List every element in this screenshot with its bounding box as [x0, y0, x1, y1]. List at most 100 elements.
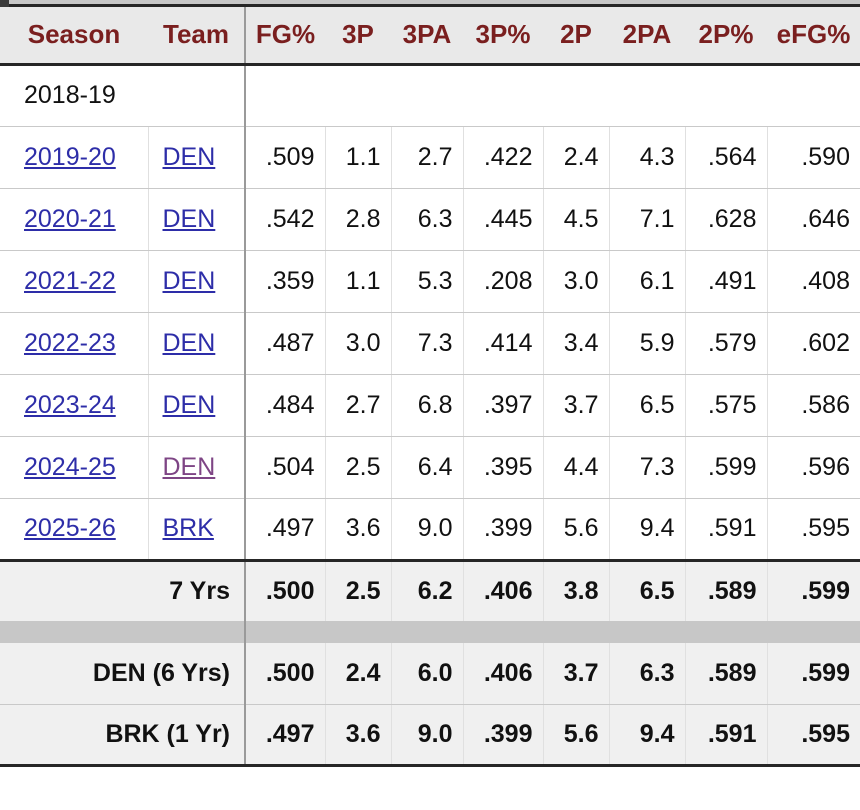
season-cell: 2021-22	[0, 250, 149, 313]
previous-row-edge	[0, 0, 9, 7]
stat-cell: .399	[463, 498, 544, 561]
separator-band-left	[0, 621, 246, 643]
season-row: 2023-24 DEN .484 2.7 6.8.397 3.7 6.5.575.586	[0, 374, 860, 437]
team-cell: DEN	[148, 188, 246, 251]
season-cell: 2024-25	[0, 436, 149, 499]
stat-cell: 9.4	[609, 704, 686, 767]
stat-cell: .575	[685, 374, 768, 437]
stat-cell: .208	[463, 250, 544, 313]
team-cell: DEN	[148, 436, 246, 499]
stat-cell: 3.6	[325, 704, 392, 767]
season-link[interactable]: 2019-20	[24, 142, 116, 171]
stat-cell: 3.7	[543, 374, 610, 437]
stat-cell: 7.1	[609, 188, 686, 251]
stat-cell: .590	[767, 126, 860, 189]
header-row: Season Team FG% 3P 3PA 3P% 2P 2PA 2P% eF…	[0, 7, 860, 66]
stat-cell: .406	[463, 643, 544, 705]
stat-cell: .487	[245, 312, 326, 375]
stat-cell: 3.7	[543, 643, 610, 705]
season-row: 2022-23 DEN .487 3.0 7.3.414 3.4 5.9.579.602	[0, 312, 860, 375]
stat-cell: .595	[767, 498, 860, 561]
stat-cell: .589	[685, 558, 768, 621]
stat-cell: .422	[463, 126, 544, 189]
stat-cell: 3.0	[543, 250, 610, 313]
stat-cell: .646	[767, 188, 860, 251]
season-link[interactable]: 2020-21	[24, 204, 116, 233]
col-header-3pa[interactable]: 3PA	[391, 7, 463, 66]
col-header-efg-pct[interactable]: eFG%	[767, 7, 860, 66]
stat-cell: 1.1	[325, 250, 392, 313]
season-link[interactable]: 2023-24	[24, 390, 116, 419]
season-row: 2021-22 DEN .359 1.1 5.3.208 3.0 6.1.491.408	[0, 250, 860, 313]
previous-row-partial	[0, 0, 860, 7]
stat-cell: .579	[685, 312, 768, 375]
stat-cell: 3.6	[325, 498, 392, 561]
team-cell: DEN	[148, 312, 246, 375]
col-header-2p[interactable]: 2P	[543, 7, 609, 66]
season-link[interactable]: 2024-25	[24, 452, 116, 481]
stat-cell: .586	[767, 374, 860, 437]
season-row: 2025-26 BRK .497 3.6 9.0.399 5.6 9.4.591.595	[0, 498, 860, 561]
team-summary-row: DEN (6 Yrs) .500 2.4 6.0.406 3.7 6.3.589.599	[0, 643, 860, 705]
shooting-stats-table: Season Team FG% 3P 3PA 3P% 2P 2PA 2P% eF…	[0, 7, 860, 767]
career-total-row: 7 Yrs .500 2.5 6.2.406 3.8 6.5.589.599	[0, 558, 860, 621]
team-cell: DEN	[148, 250, 246, 313]
stat-cell: .599	[685, 436, 768, 499]
team-link[interactable]: DEN	[162, 142, 216, 171]
season-link[interactable]: 2022-23	[24, 328, 116, 357]
stat-cell: .397	[463, 374, 544, 437]
stat-cell: .399	[463, 704, 544, 767]
team-link[interactable]: DEN	[162, 452, 216, 481]
season-cell: 2020-21	[0, 188, 149, 251]
team-summary-row: BRK (1 Yr) .497 3.6 9.0.399 5.6 9.4.591.595	[0, 704, 860, 767]
col-header-2pa[interactable]: 2PA	[609, 7, 685, 66]
stat-cell: .599	[767, 643, 860, 705]
stat-cell: 6.3	[609, 643, 686, 705]
stat-cell: 4.5	[543, 188, 610, 251]
season-row: 2019-20 DEN .509 1.1 2.7.422 2.4 4.3.564.590	[0, 126, 860, 189]
stat-cell: 6.0	[391, 643, 464, 705]
stat-cell: 9.0	[391, 498, 464, 561]
stat-cell: .542	[245, 188, 326, 251]
stat-cell: .599	[767, 558, 860, 621]
col-header-2p-pct[interactable]: 2P%	[685, 7, 767, 66]
stat-cell: 2.4	[543, 126, 610, 189]
team-link[interactable]: DEN	[162, 204, 216, 233]
season-row: 2020-21 DEN .542 2.8 6.3.445 4.5 7.1.628.646	[0, 188, 860, 251]
team-link[interactable]: BRK	[162, 514, 214, 542]
missed-season-empty	[245, 64, 860, 127]
stat-cell: 6.5	[609, 374, 686, 437]
col-header-3p[interactable]: 3P	[325, 7, 391, 66]
col-header-3p-pct[interactable]: 3P%	[463, 7, 543, 66]
stat-cell: .395	[463, 436, 544, 499]
stat-cell: .628	[685, 188, 768, 251]
stat-cell: .500	[245, 558, 326, 621]
season-link[interactable]: 2025-26	[24, 514, 116, 542]
stat-cell: 2.4	[325, 643, 392, 705]
stat-cell: 3.0	[325, 312, 392, 375]
team-link[interactable]: DEN	[162, 328, 216, 357]
team-summary-label: BRK (1 Yr)	[0, 704, 246, 767]
team-link[interactable]: DEN	[162, 266, 216, 295]
season-cell: 2023-24	[0, 374, 149, 437]
stat-cell: 6.5	[609, 558, 686, 621]
stat-cell: 4.4	[543, 436, 610, 499]
stat-cell: .596	[767, 436, 860, 499]
stat-cell: 5.9	[609, 312, 686, 375]
stat-cell: 2.7	[391, 126, 464, 189]
stat-cell: .406	[463, 558, 544, 621]
stat-cell: 9.0	[391, 704, 464, 767]
stat-cell: 6.3	[391, 188, 464, 251]
stat-cell: .564	[685, 126, 768, 189]
col-header-fg-pct[interactable]: FG%	[245, 7, 325, 66]
season-link[interactable]: 2021-22	[24, 266, 116, 295]
stat-cell: 3.4	[543, 312, 610, 375]
col-header-season[interactable]: Season	[0, 7, 148, 66]
team-link[interactable]: DEN	[162, 390, 216, 419]
stat-cell: 3.8	[543, 558, 610, 621]
season-row: 2024-25 DEN .504 2.5 6.4.395 4.4 7.3.599.596	[0, 436, 860, 499]
col-header-team[interactable]: Team	[148, 7, 246, 66]
stat-cell: .408	[767, 250, 860, 313]
team-cell: BRK	[148, 498, 246, 561]
stat-cell: 6.1	[609, 250, 686, 313]
